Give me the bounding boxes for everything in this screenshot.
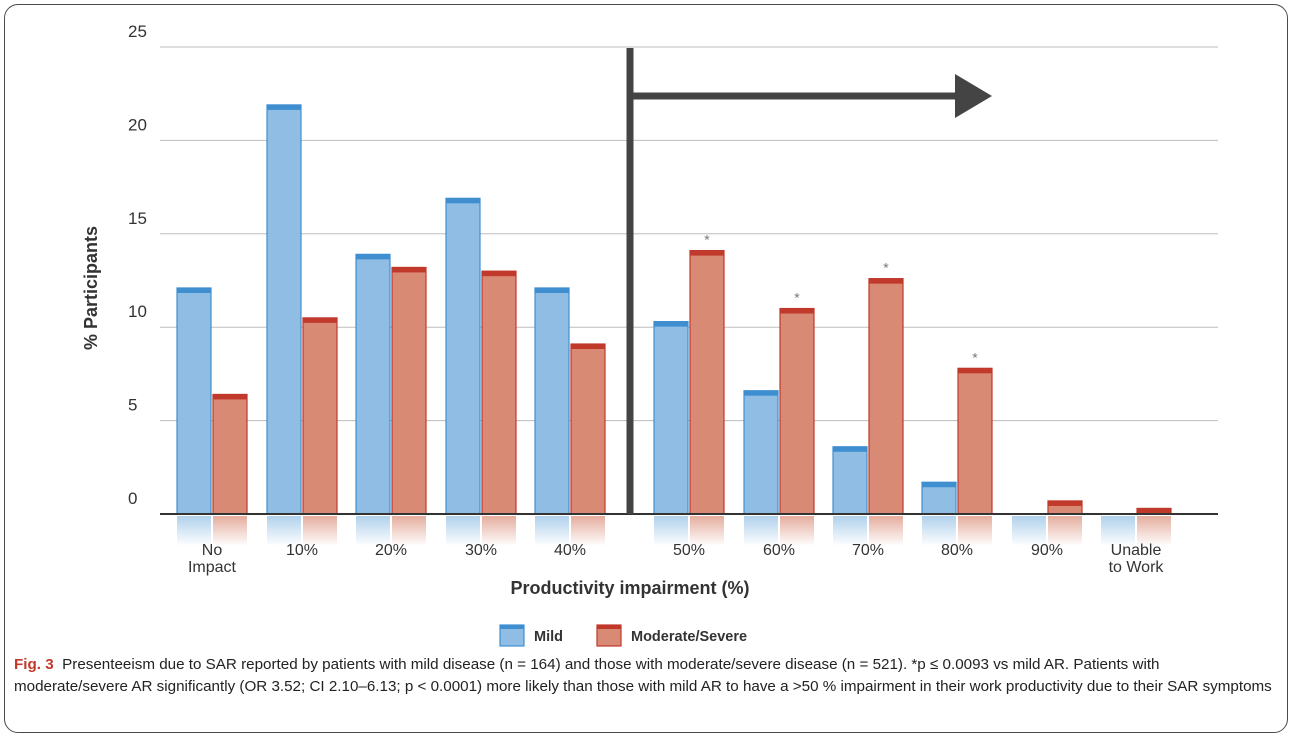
figure-caption: Fig. 3 Presenteeism due to SAR reported … [14, 654, 1276, 698]
caption-text: Presenteeism due to SAR reported by pati… [14, 656, 1272, 695]
y-tick-label: 5 [128, 396, 137, 415]
significance-marker: * [704, 232, 710, 248]
bar-reflection [1012, 516, 1046, 546]
bar-cap [535, 287, 569, 293]
moderate-severe-bar [391, 266, 427, 515]
x-tick-label: 80% [941, 542, 973, 559]
bar-reflection [1048, 516, 1082, 546]
legend-swatch-cap [500, 625, 524, 629]
bar-reflection [392, 516, 426, 546]
x-tick-label: 30% [465, 542, 497, 559]
bar-cap [571, 344, 605, 350]
moderate-severe-bar [302, 317, 338, 515]
legend-swatch-cap [597, 625, 621, 629]
bar-cap [267, 104, 301, 110]
y-tick-label: 0 [128, 489, 137, 508]
x-tick-label: 50% [673, 542, 705, 559]
x-tick-label: No [202, 542, 223, 559]
mild-bar [355, 253, 391, 515]
moderate-severe-bar [957, 367, 993, 515]
figure-frame [4, 4, 1288, 733]
bar-reflection [1137, 516, 1171, 546]
mild-bar [534, 287, 570, 515]
x-tick-label: 20% [375, 542, 407, 559]
bar-reflection [690, 516, 724, 546]
y-axis-title: % Participants [81, 226, 101, 350]
bar-reflection [571, 516, 605, 546]
bar-reflection [303, 516, 337, 546]
bar-reflection [356, 516, 390, 546]
bar-cap [1137, 508, 1171, 514]
bar-reflection [267, 516, 301, 546]
x-tick-label: Impact [188, 559, 237, 576]
significance-marker: * [972, 349, 978, 365]
bar-cap [922, 482, 956, 488]
bar-cap [177, 287, 211, 293]
mild-bar [176, 287, 212, 515]
y-tick-label: 20 [128, 115, 147, 134]
x-tick-label: 60% [763, 542, 795, 559]
bar-cap [392, 267, 426, 273]
legend-label: Moderate/Severe [631, 629, 747, 645]
mild-bar [832, 446, 868, 515]
bar-reflection [780, 516, 814, 546]
mild-bar [445, 197, 481, 515]
bar-cap [958, 368, 992, 374]
arrow-head [955, 74, 992, 118]
bar-reflection [654, 516, 688, 546]
mild-bar [743, 390, 779, 515]
bar-cap [744, 390, 778, 396]
bar-reflection [958, 516, 992, 546]
bar-cap [213, 394, 247, 400]
mild-bar [653, 320, 689, 515]
bar-reflection [446, 516, 480, 546]
bar-reflection [922, 516, 956, 546]
legend-label: Mild [534, 629, 563, 645]
x-axis-title: Productivity impairment (%) [510, 578, 749, 598]
y-tick-label: 25 [128, 22, 147, 41]
bar-cap [482, 271, 516, 277]
moderate-severe-bar [689, 250, 725, 515]
x-tick-label: to Work [1109, 559, 1165, 576]
moderate-severe-bar [779, 307, 815, 515]
bar-reflection [869, 516, 903, 546]
x-tick-label: 70% [852, 542, 884, 559]
bar-cap [356, 254, 390, 260]
bar-cap [446, 198, 480, 204]
moderate-severe-bar [570, 343, 606, 515]
bar-reflection [1101, 516, 1135, 546]
x-tick-label: Unable [1111, 542, 1162, 559]
bar-cap [833, 446, 867, 452]
moderate-severe-bar [481, 270, 517, 515]
significance-marker: * [794, 290, 800, 306]
x-tick-label: 40% [554, 542, 586, 559]
moderate-severe-bar [212, 393, 248, 515]
bar-reflection [177, 516, 211, 546]
bar-reflection [744, 516, 778, 546]
bar-cap [303, 317, 337, 323]
bar-reflection [482, 516, 516, 546]
bar-cap [869, 278, 903, 284]
y-tick-label: 10 [128, 302, 147, 321]
bar-reflection [833, 516, 867, 546]
bar-cap [1048, 500, 1082, 506]
bar-reflection [213, 516, 247, 546]
y-tick-label: 15 [128, 209, 147, 228]
moderate-severe-bar [868, 278, 904, 515]
bar-reflection [535, 516, 569, 546]
bar-cap [690, 250, 724, 256]
significance-marker: * [883, 260, 889, 276]
bar-cap [780, 308, 814, 314]
mild-bar [266, 104, 302, 515]
bar-cap [654, 321, 688, 327]
caption-label: Fig. 3 [14, 656, 54, 673]
x-tick-label: 10% [286, 542, 318, 559]
x-tick-label: 90% [1031, 542, 1063, 559]
